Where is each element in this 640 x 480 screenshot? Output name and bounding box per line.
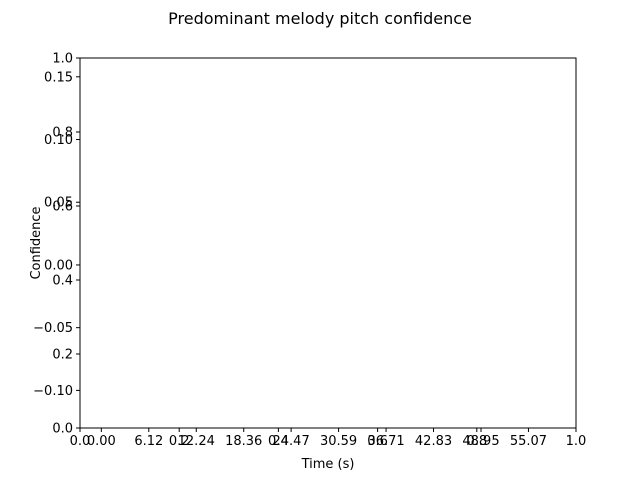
x-tick-label: 1.0 xyxy=(566,434,587,449)
y-tick-label: 0.8 xyxy=(52,126,73,141)
chart-title: Predominant melody pitch confidence xyxy=(168,9,472,28)
x-tick-label: 0.6 xyxy=(367,434,388,449)
y-tick-label: 0.4 xyxy=(52,274,73,289)
y-tick-label: −0.10 xyxy=(33,384,73,399)
ticks-layer: 0.0 0.2 0.4 0.6 0.8 1.0 0.0 0.2 0.4 0.6 0.8 1.0 0.00… xyxy=(33,52,586,450)
y-tick-label: 1.0 xyxy=(52,52,73,67)
x-tick-label: 48.95 xyxy=(462,434,499,449)
x-tick-label: 6.12 xyxy=(134,434,163,449)
plot-area xyxy=(79,57,577,429)
x-tick-label: 30.59 xyxy=(320,434,357,449)
x-tick-label: 0.8 xyxy=(466,434,487,449)
y-tick-label: 0.6 xyxy=(52,200,73,215)
x-axis-label: Time (s) xyxy=(301,457,355,472)
y-tick-label: 0.0 xyxy=(52,422,73,437)
y-tick-label: 0.10 xyxy=(44,133,73,148)
y-tick-label: 0.15 xyxy=(44,70,73,85)
x-tick-label: 0.0 xyxy=(70,434,91,449)
x-tick-label: 0.4 xyxy=(268,434,289,449)
y-tick-label: 0.2 xyxy=(52,348,73,363)
x-tick-label: 0.2 xyxy=(169,434,190,449)
y-tick-label: 0.05 xyxy=(44,196,73,211)
x-tick-label: 55.07 xyxy=(510,434,547,449)
x-tick-label: 42.83 xyxy=(415,434,452,449)
x-tick-label: 0.00 xyxy=(87,434,116,449)
x-tick-label: 18.36 xyxy=(225,434,262,449)
x-tick-label: 12.24 xyxy=(178,434,215,449)
y-tick-label: −0.05 xyxy=(33,321,73,336)
x-tick-label: 24.47 xyxy=(273,434,310,449)
y-tick-label: 0.00 xyxy=(44,258,73,273)
x-tick-label: 36.71 xyxy=(367,434,404,449)
y-axis-label: Confidence xyxy=(29,206,44,279)
